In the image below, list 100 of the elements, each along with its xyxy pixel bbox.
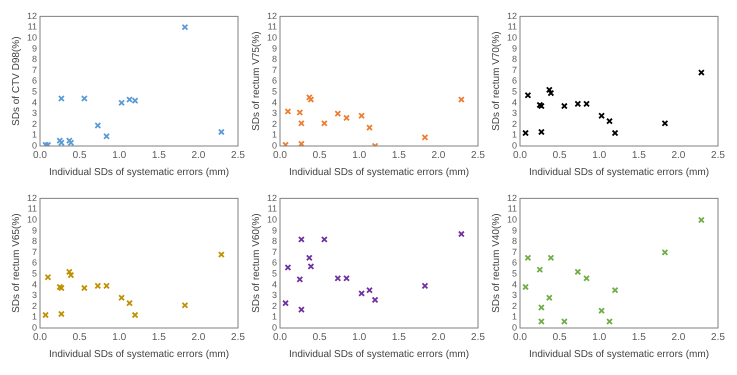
- y-tick-label: 10: [506, 214, 518, 224]
- y-tick-label: 7: [512, 246, 518, 257]
- x-tick-label: 1.0: [592, 150, 607, 161]
- point: [182, 302, 188, 309]
- y-tick-label: 2: [32, 118, 38, 129]
- x-tick-label: 2.5: [471, 150, 486, 161]
- y-tick-label: 1: [272, 130, 278, 140]
- y-tick-label: 10: [266, 214, 278, 224]
- x-tick-label: 0.0: [33, 332, 48, 343]
- y-tick-label: 8: [32, 236, 38, 246]
- y-axis-title: SDs of rectum V75(%): [250, 31, 262, 131]
- point: [284, 264, 292, 271]
- x-tick-label: 1.0: [352, 332, 367, 343]
- y-tick-label: 8: [272, 54, 278, 64]
- y-tick-label: 11: [508, 22, 518, 32]
- y-tick-label: 11: [28, 204, 38, 214]
- point: [66, 137, 73, 144]
- y-tick-label: 4: [272, 97, 278, 108]
- x-tick-label: 2.0: [431, 150, 446, 161]
- point: [598, 112, 605, 120]
- y-tick-label: 2: [512, 118, 518, 129]
- point: [548, 90, 554, 96]
- y-tick-label: 11: [268, 22, 278, 32]
- y-tick-label: 5: [272, 268, 278, 278]
- point: [296, 109, 304, 116]
- point: [458, 230, 465, 238]
- point: [458, 96, 465, 103]
- y-tick-label: 3: [512, 290, 518, 300]
- point: [296, 276, 304, 283]
- x-tick-label: 1.5: [392, 150, 406, 161]
- y-tick-label: 3: [32, 108, 38, 118]
- point: [522, 130, 529, 136]
- y-tick-label: 3: [272, 290, 278, 300]
- y-tick-label: 3: [512, 108, 518, 118]
- point: [282, 300, 289, 307]
- point: [538, 128, 545, 136]
- point: [218, 251, 225, 258]
- x-tick-label: 0.0: [513, 150, 528, 161]
- point: [298, 120, 305, 127]
- x-tick-label: 1.5: [632, 150, 646, 161]
- x-axis-title: Individual SDs of systematic errors (mm): [288, 166, 470, 178]
- y-tick-label: 8: [32, 54, 38, 64]
- point: [68, 139, 74, 146]
- x-tick-label: 0.5: [312, 150, 327, 161]
- y-tick-label: 9: [272, 43, 278, 54]
- point: [343, 114, 350, 122]
- x-tick-label: 0.5: [72, 332, 87, 343]
- point: [358, 112, 365, 120]
- y-tick-label: 1: [272, 312, 278, 322]
- point: [606, 318, 613, 325]
- y-tick-label: 2: [272, 300, 278, 311]
- y-tick-label: 0: [32, 140, 38, 150]
- point: [308, 263, 314, 270]
- x-tick-label: 0.0: [273, 150, 288, 161]
- point: [308, 96, 314, 103]
- point: [126, 300, 133, 307]
- point: [606, 118, 613, 125]
- point: [560, 318, 568, 325]
- point: [44, 274, 52, 281]
- point: [182, 24, 188, 31]
- y-axis-title: SDs of rectum V40(%): [490, 213, 502, 313]
- point: [56, 137, 64, 144]
- y-tick-label: 6: [272, 258, 278, 268]
- y-tick-label: 1: [32, 312, 38, 322]
- x-tick-label: 0.5: [72, 150, 87, 161]
- y-tick-label: 10: [266, 32, 278, 42]
- y-axis-title: SDs of rectum V60(%): [250, 213, 262, 313]
- y-tick-label: 12: [266, 10, 278, 21]
- y-tick-label: 4: [512, 97, 518, 108]
- y-tick-label: 0: [272, 322, 278, 332]
- point: [698, 69, 705, 76]
- point: [284, 108, 292, 115]
- point: [366, 124, 373, 132]
- point: [662, 120, 668, 127]
- point: [132, 312, 138, 318]
- y-tick-label: 12: [506, 192, 518, 203]
- y-tick-label: 8: [512, 236, 518, 246]
- x-tick-label: 2.5: [471, 332, 486, 343]
- y-tick-label: 6: [512, 76, 518, 86]
- point: [118, 294, 125, 302]
- y-tick-label: 0: [32, 322, 38, 332]
- point: [546, 86, 553, 94]
- y-tick-label: 11: [28, 22, 38, 32]
- point: [422, 282, 428, 290]
- point: [538, 102, 545, 110]
- point: [298, 306, 305, 314]
- y-tick-label: 1: [512, 312, 518, 322]
- point: [334, 274, 342, 282]
- y-tick-label: 2: [512, 300, 518, 311]
- x-tick-label: 2.5: [711, 332, 726, 343]
- point: [698, 216, 705, 224]
- y-axis-title: SDs of rectum V70(%): [490, 31, 502, 131]
- point: [334, 110, 342, 117]
- point: [66, 268, 73, 276]
- x-tick-label: 0.5: [552, 150, 567, 161]
- y-tick-label: 11: [268, 204, 278, 214]
- y-tick-label: 4: [32, 97, 38, 108]
- x-axis-title: Individual SDs of systematic errors (mm): [528, 166, 710, 178]
- x-tick-label: 2.5: [231, 150, 246, 161]
- y-tick-label: 0: [272, 140, 278, 150]
